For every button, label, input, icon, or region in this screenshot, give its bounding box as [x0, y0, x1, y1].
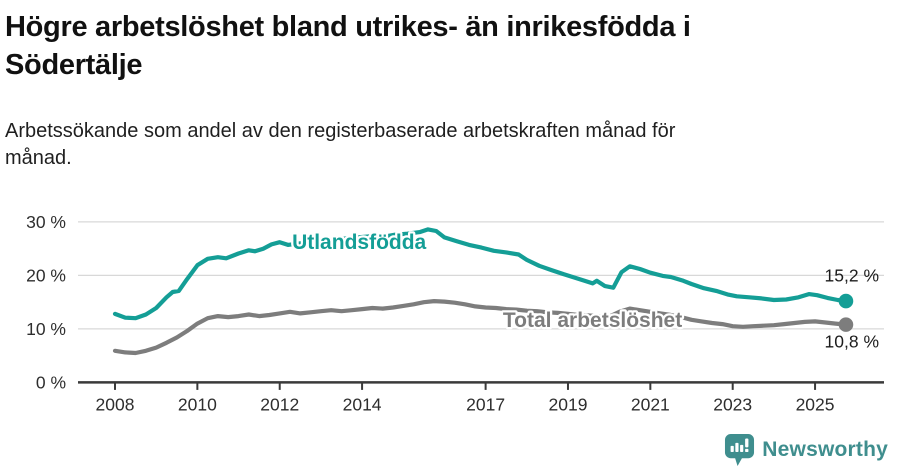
x-tick-label-2021: 2021 [631, 394, 670, 414]
series-line-utlandsf-dda [112, 227, 849, 321]
subtitle-line-2: månad. [5, 147, 72, 169]
y-tick-label-0: 0 % [36, 372, 66, 392]
newsworthy-logo-icon [725, 434, 755, 466]
y-tick-label-10: 10 % [26, 319, 66, 339]
series-label: Total arbetslöshet [503, 309, 682, 332]
series-end-dot [838, 317, 854, 332]
chart-subtitle: Arbetssökande som andel av den registerb… [5, 118, 675, 172]
x-tick-label-2019: 2019 [549, 394, 588, 414]
brand-footer[interactable]: Newsworthy [724, 432, 888, 468]
x-tick-label-2012: 2012 [260, 394, 299, 414]
subtitle-line-1: Arbetssökande som andel av den registerb… [5, 120, 676, 142]
brand-name: Newsworthy [762, 438, 888, 461]
y-tick-label-30: 30 % [26, 212, 66, 232]
page-title: Högre arbetslöshet bland utrikes- än inr… [5, 8, 890, 84]
y-tick-label-20: 20 % [26, 265, 66, 285]
series-line-total-arbetsl-shet [112, 298, 849, 356]
x-tick-label-2025: 2025 [796, 394, 835, 414]
series-end-value-label: 10,8 % [825, 332, 879, 352]
title-line-1: Högre arbetslöshet bland utrikes- än inr… [5, 11, 691, 43]
line-chart: 2008 2010 2012 2014 2017 2019 2021 2023 2025 0 % 1… [26, 212, 884, 414]
x-tick-label-2023: 2023 [713, 394, 752, 414]
series-end-dot [838, 293, 854, 309]
x-tick-label-2014: 2014 [343, 394, 382, 414]
series-label: Utlandsfödda [292, 231, 426, 254]
x-tick-label-2008: 2008 [96, 394, 135, 414]
x-tick-label-2017: 2017 [466, 394, 505, 414]
chart-header: Högre arbetslöshet bland utrikes- än inr… [5, 8, 890, 169]
title-line-2: Södertälje [5, 49, 143, 81]
series-end-value-label: 15,2 % [825, 266, 879, 286]
x-tick-label-2010: 2010 [178, 394, 217, 414]
